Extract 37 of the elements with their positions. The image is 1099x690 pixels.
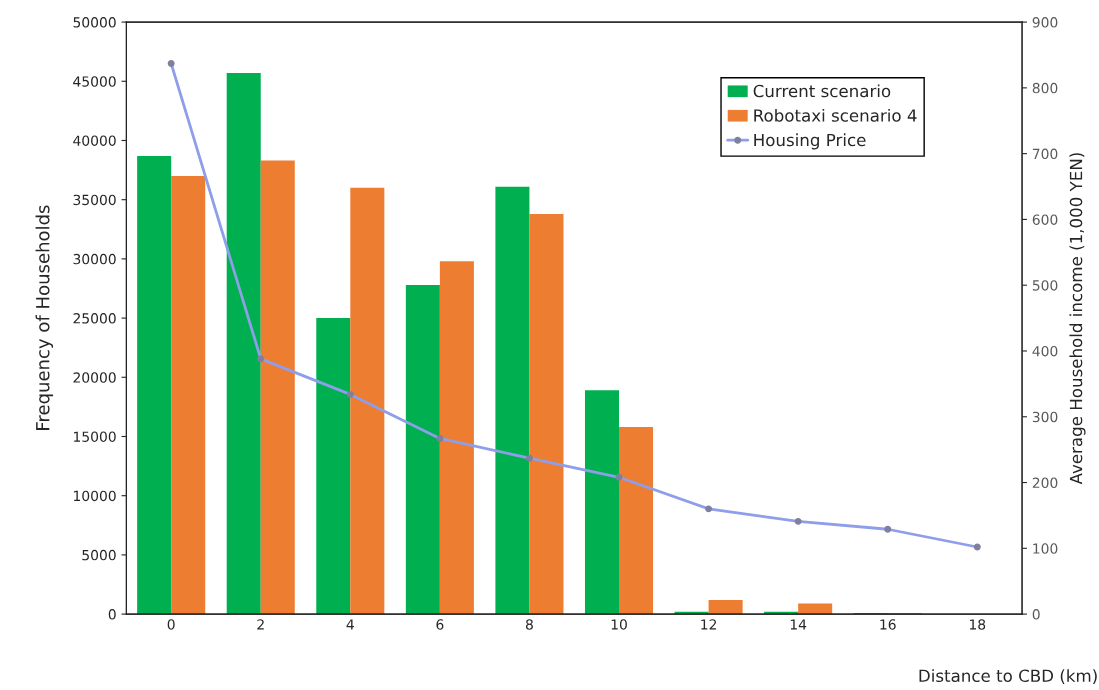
x-tick-label: 2 [257, 619, 264, 630]
x-tick-label: 12 [701, 619, 717, 630]
y2-tick-label: 0 [1032, 609, 1040, 620]
y-tick-label: 50000 [73, 17, 116, 28]
y-tick-label: 0 [108, 609, 116, 620]
x-tick-label: 8 [525, 619, 533, 630]
legend-label: Housing Price [754, 133, 866, 150]
x-tick-label: 0 [167, 619, 175, 630]
y-tick-label: 25000 [73, 313, 116, 324]
y2-tick-label: 100 [1033, 543, 1058, 554]
y-tick-label: 35000 [73, 194, 116, 206]
y-tick-label: 30000 [73, 253, 116, 265]
y-tick-label: 20000 [73, 372, 116, 383]
x-tick-label: 14 [790, 619, 807, 630]
y-tick-label: 5000 [82, 549, 116, 561]
y2-axis-title: Average Household income (1,000 YEN) [1069, 153, 1086, 485]
y2-tick-label: 200 [1032, 477, 1058, 489]
y-tick-label: 10000 [74, 490, 116, 502]
x-axis-title: Distance to CBD (km) [919, 669, 1097, 685]
x-tick-label: 10 [611, 619, 627, 630]
legend-label: Current scenario [753, 84, 891, 98]
y2-tick-label: 500 [1032, 280, 1058, 291]
x-tick-label: 16 [880, 619, 896, 630]
y-tick-label: 40000 [73, 135, 116, 146]
y2-tick-label: 600 [1032, 214, 1058, 225]
legend-label: Robotaxi scenario 4 [754, 108, 917, 122]
x-tick-label: 18 [969, 619, 986, 630]
y2-tick-label: 900 [1032, 17, 1058, 28]
y-axis-title: Frequency of Households [35, 205, 54, 430]
y2-tick-label: 300 [1032, 411, 1058, 423]
x-tick-label: 4 [346, 619, 354, 630]
y-tick-label: 15000 [74, 431, 116, 442]
y-tick-label: 45000 [73, 76, 116, 87]
y2-tick-label: 400 [1032, 345, 1058, 357]
y2-tick-label: 700 [1032, 148, 1058, 160]
y2-tick-label: 800 [1032, 82, 1058, 94]
x-tick-label: 6 [436, 619, 444, 630]
